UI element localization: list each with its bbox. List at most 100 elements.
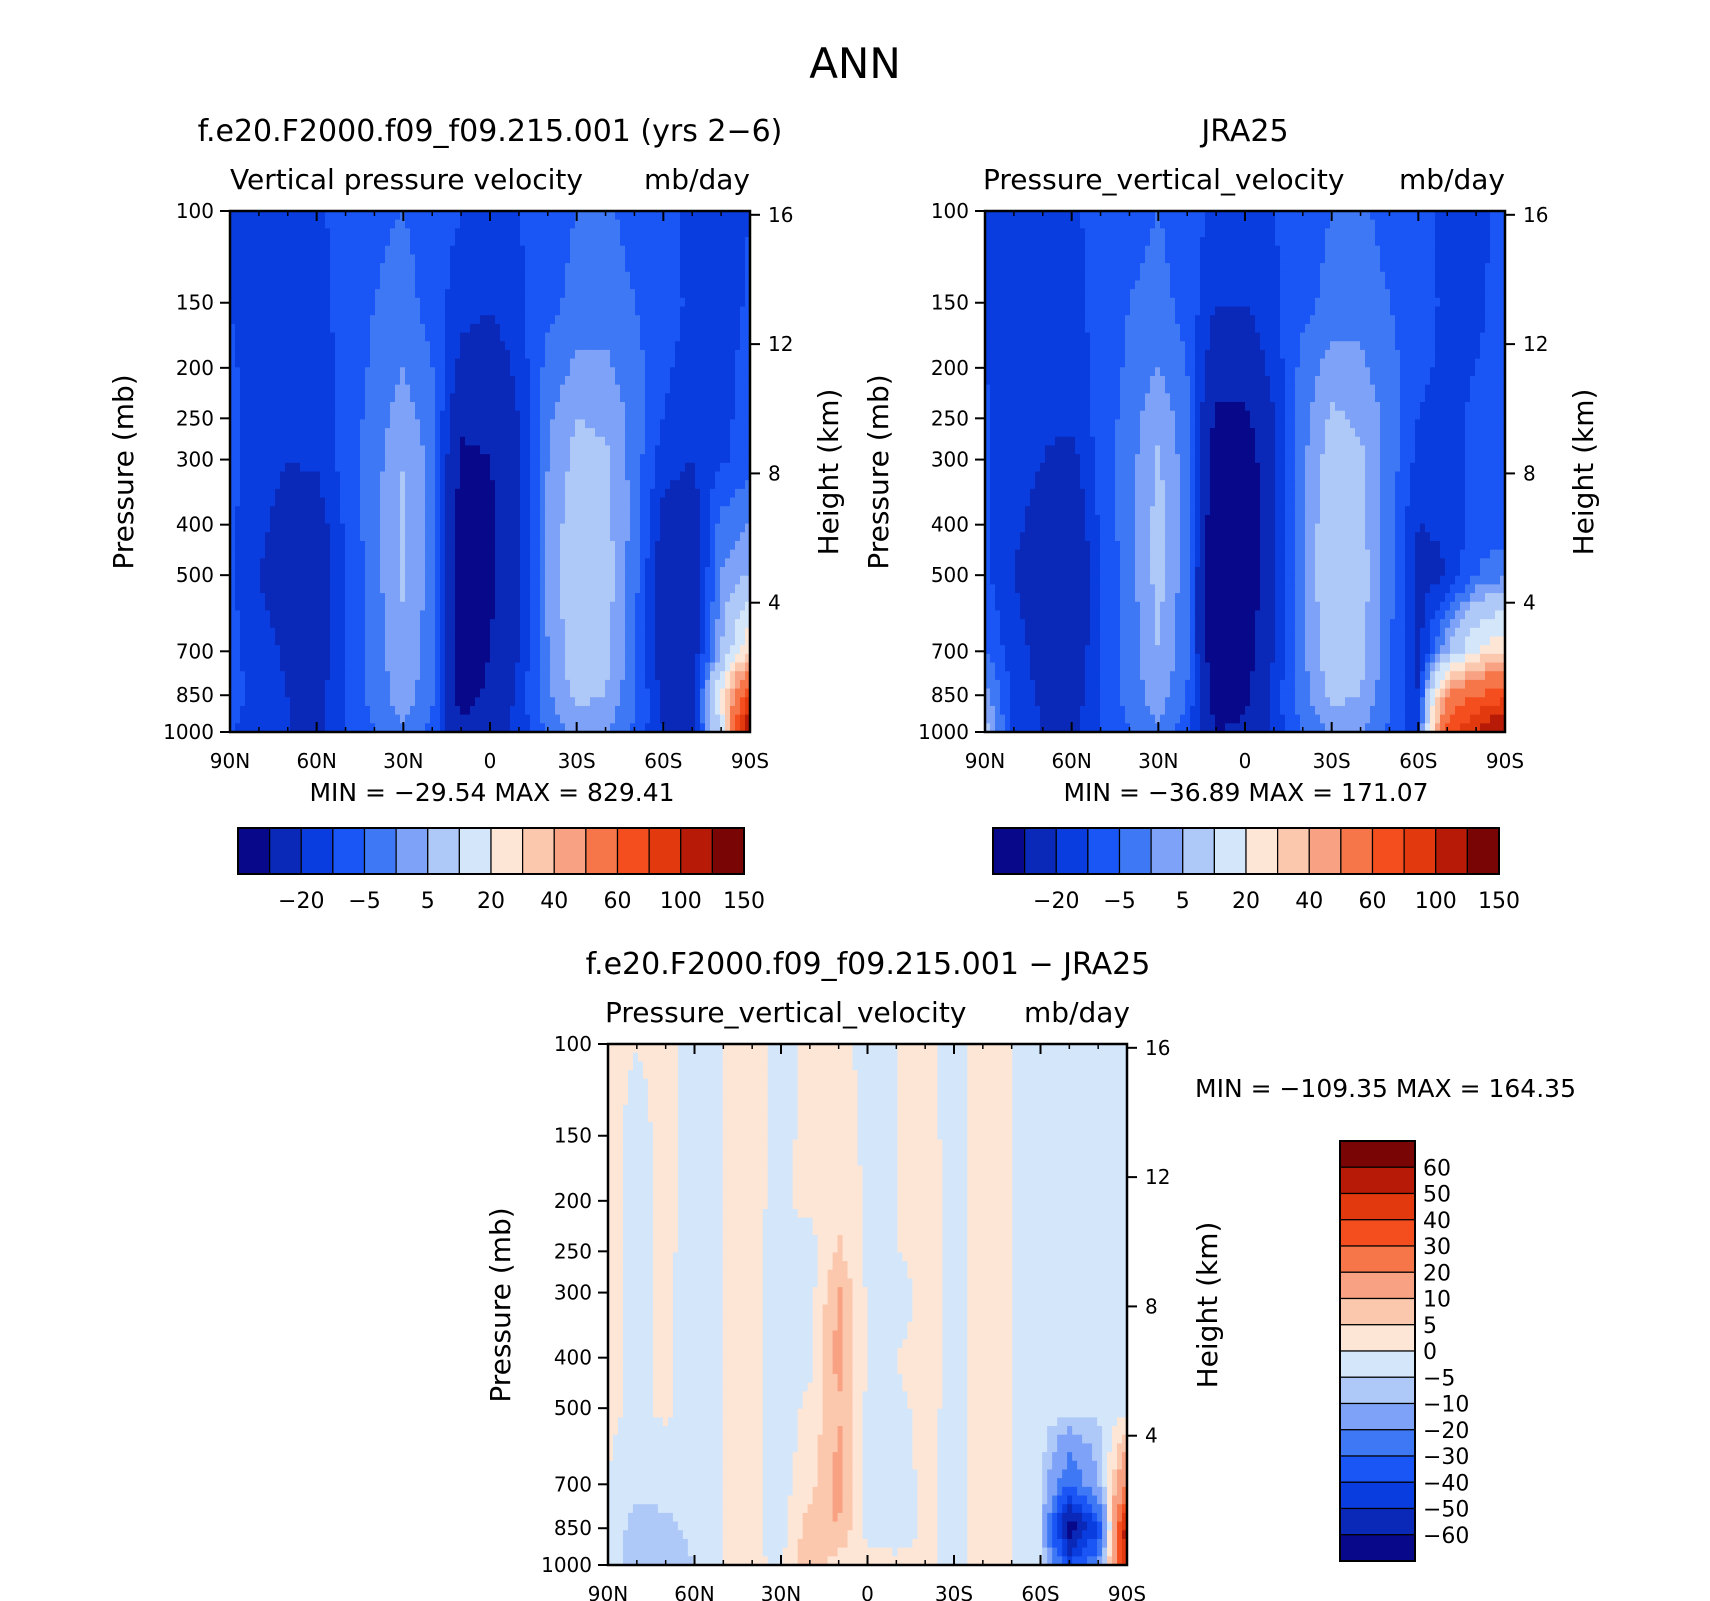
contour-cell xyxy=(470,245,476,256)
contour-cell xyxy=(690,497,696,507)
contour-cell xyxy=(560,280,566,290)
contour-cell xyxy=(610,367,616,377)
contour-cell xyxy=(390,610,396,620)
contour-cell xyxy=(735,488,741,499)
contour-cell xyxy=(565,280,571,290)
contour-cell xyxy=(250,263,256,273)
contour-cell xyxy=(355,454,361,464)
contour-cell xyxy=(575,332,581,342)
contour-cell xyxy=(255,419,261,429)
contour-cell xyxy=(615,532,621,542)
contour-cell xyxy=(520,419,526,429)
contour-cell xyxy=(485,323,491,334)
contour-cell xyxy=(555,219,561,229)
contour-cell xyxy=(520,532,526,542)
contour-cell xyxy=(500,532,506,542)
contour-cell xyxy=(445,419,451,429)
contour-cell xyxy=(305,610,311,620)
contour-cell xyxy=(485,271,491,282)
contour-cell xyxy=(735,384,741,394)
contour-cell xyxy=(245,358,251,368)
contour-cell xyxy=(310,384,316,394)
contour-cell xyxy=(590,575,596,585)
contour-cell xyxy=(715,306,721,316)
contour-cell xyxy=(470,289,476,299)
contour-cell xyxy=(375,540,381,551)
contour-cell xyxy=(725,237,731,247)
contour-cell xyxy=(700,402,706,412)
contour-cell xyxy=(620,558,626,568)
contour-cell xyxy=(360,263,366,273)
contour-cell xyxy=(595,532,601,542)
contour-cell xyxy=(260,436,266,447)
contour-cell xyxy=(420,332,426,342)
contour-cell xyxy=(710,280,716,290)
contour-cell xyxy=(255,471,261,481)
contour-cell xyxy=(290,384,296,394)
contour-cell xyxy=(525,306,531,316)
contour-cell xyxy=(340,237,346,247)
contour-cell xyxy=(370,454,376,464)
contour-cell xyxy=(410,471,416,481)
contour-cell xyxy=(385,297,391,308)
contour-cell xyxy=(525,297,531,308)
contour-cell xyxy=(640,393,646,403)
contour-cell xyxy=(380,549,386,559)
contour-cell xyxy=(315,445,321,455)
contour-cell xyxy=(340,367,346,377)
contour-cell xyxy=(265,393,271,403)
contour-cell xyxy=(640,402,646,412)
contour-cell xyxy=(355,358,361,368)
contour-cell xyxy=(595,297,601,308)
contour-cell xyxy=(535,584,541,594)
contour-cell xyxy=(235,558,241,568)
contour-cell xyxy=(275,471,281,481)
contour-cell xyxy=(445,462,451,473)
contour-cell xyxy=(420,532,426,542)
contour-cell xyxy=(505,454,511,464)
contour-cell xyxy=(520,358,526,368)
contour-cell xyxy=(420,393,426,403)
contour-cell xyxy=(740,306,746,316)
contour-cell xyxy=(285,323,291,334)
contour-cell xyxy=(330,237,336,247)
contour-cell xyxy=(545,358,551,368)
contour-cell xyxy=(235,601,241,612)
contour-cell xyxy=(290,445,296,455)
contour-cell xyxy=(380,358,386,368)
contour-cell xyxy=(615,575,621,585)
contour-cell xyxy=(655,375,661,386)
contour-cell xyxy=(555,523,561,533)
contour-cell xyxy=(315,323,321,334)
contour-cell xyxy=(475,575,481,585)
contour-cell xyxy=(670,358,676,368)
contour-cell xyxy=(685,540,691,551)
contour-cell xyxy=(550,375,556,386)
contour-cell xyxy=(445,454,451,464)
contour-cell xyxy=(500,488,506,499)
contour-cell xyxy=(290,245,296,256)
contour-cell xyxy=(485,497,491,507)
contour-cell xyxy=(475,280,481,290)
contour-cell xyxy=(375,367,381,377)
contour-cell xyxy=(340,558,346,568)
contour-cell xyxy=(400,540,406,551)
contour-cell xyxy=(440,584,446,594)
contour-cell xyxy=(315,584,321,594)
contour-cell xyxy=(390,575,396,585)
contour-cell xyxy=(585,219,591,229)
contour-cell xyxy=(550,462,556,473)
contour-cell xyxy=(600,462,606,473)
contour-cell xyxy=(670,280,676,290)
contour-cell xyxy=(680,445,686,455)
contour-cell xyxy=(545,237,551,247)
contour-cell xyxy=(245,393,251,403)
contour-cell xyxy=(500,323,506,334)
contour-cell xyxy=(460,593,466,603)
contour-cell xyxy=(500,471,506,481)
contour-cell xyxy=(675,601,681,612)
contour-cell xyxy=(265,297,271,308)
contour-cell xyxy=(700,237,706,247)
contour-cell xyxy=(400,306,406,316)
contour-cell xyxy=(260,254,266,264)
